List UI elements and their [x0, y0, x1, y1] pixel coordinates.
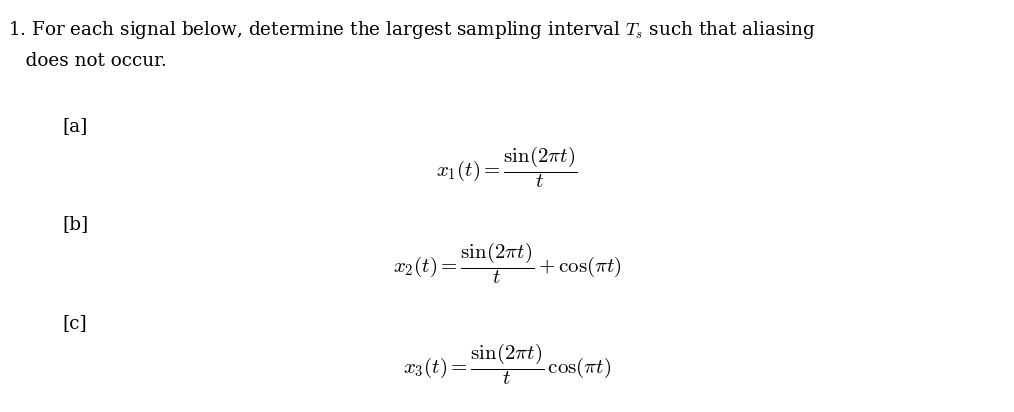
Text: [b]: [b]	[63, 215, 89, 234]
Text: $x_3(t) = \dfrac{\sin(2\pi t)}{t}\,\cos(\pi t)$: $x_3(t) = \dfrac{\sin(2\pi t)}{t}\,\cos(…	[403, 342, 611, 387]
Text: [c]: [c]	[63, 314, 87, 332]
Text: $x_2(t) = \dfrac{\sin(2\pi t)}{t} + \cos(\pi t)$: $x_2(t) = \dfrac{\sin(2\pi t)}{t} + \cos…	[392, 241, 622, 286]
Text: $x_1(t) = \dfrac{\sin(2\pi t)}{t}$: $x_1(t) = \dfrac{\sin(2\pi t)}{t}$	[436, 144, 578, 190]
Text: does not occur.: does not occur.	[8, 52, 167, 70]
Text: 1. For each signal below, determine the largest sampling interval $T_s$ such tha: 1. For each signal below, determine the …	[8, 19, 815, 40]
Text: [a]: [a]	[63, 117, 88, 135]
